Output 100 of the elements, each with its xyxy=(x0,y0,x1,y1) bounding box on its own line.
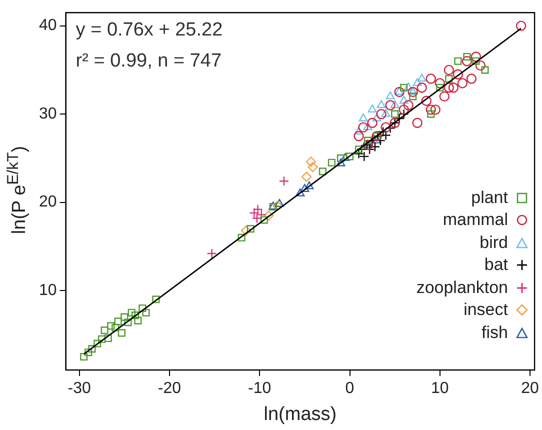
legend-label: bat xyxy=(484,255,508,276)
point xyxy=(131,312,139,320)
point xyxy=(306,156,316,167)
point xyxy=(376,100,386,108)
point xyxy=(436,84,444,92)
point xyxy=(363,122,372,130)
point xyxy=(516,20,526,31)
point xyxy=(380,130,391,140)
point xyxy=(466,74,477,84)
point xyxy=(142,308,150,316)
point xyxy=(152,296,160,304)
point xyxy=(385,100,396,110)
point xyxy=(100,326,108,334)
point xyxy=(481,66,489,74)
legend-label: plant xyxy=(471,188,508,208)
point xyxy=(404,82,413,90)
point xyxy=(452,69,464,80)
y-tick-label: 20 xyxy=(39,194,57,211)
point xyxy=(470,52,482,62)
point xyxy=(408,86,418,98)
y-tick-label: 10 xyxy=(39,282,57,299)
point xyxy=(394,113,404,124)
point xyxy=(114,318,122,326)
point xyxy=(112,324,120,332)
point xyxy=(394,86,404,95)
point xyxy=(264,210,274,221)
point xyxy=(390,100,400,108)
point xyxy=(94,340,102,348)
point xyxy=(336,158,346,166)
point xyxy=(427,110,435,118)
point xyxy=(399,96,408,104)
point xyxy=(426,74,436,84)
legend-label: bird xyxy=(480,232,508,253)
point xyxy=(240,225,252,236)
point xyxy=(439,91,450,102)
point xyxy=(434,78,445,88)
point xyxy=(372,113,382,122)
point xyxy=(346,152,354,160)
annotation: r² = 0.99, n = 747 xyxy=(76,50,222,72)
point xyxy=(386,91,395,100)
x-axis-title: ln(mass) xyxy=(264,404,337,425)
point xyxy=(206,248,217,259)
point xyxy=(354,131,364,142)
point xyxy=(412,118,422,128)
point xyxy=(98,335,106,343)
point xyxy=(363,140,372,148)
x-tick-label: 10 xyxy=(431,380,449,398)
point xyxy=(84,348,92,356)
point xyxy=(385,123,396,134)
point xyxy=(358,122,368,132)
point xyxy=(426,104,436,115)
x-tick-label: 0 xyxy=(345,380,354,398)
point xyxy=(454,57,462,65)
point xyxy=(364,136,372,144)
point xyxy=(448,82,459,93)
point xyxy=(118,329,126,337)
point xyxy=(318,168,326,176)
point xyxy=(463,52,471,61)
point xyxy=(104,334,112,342)
point xyxy=(246,225,254,233)
legend-label: insect xyxy=(464,300,508,320)
point xyxy=(380,122,391,132)
point xyxy=(400,84,408,92)
x-tick-label: -10 xyxy=(248,380,272,398)
point xyxy=(354,146,363,154)
legend-label: zooplankton xyxy=(416,278,508,298)
point xyxy=(107,322,115,330)
point xyxy=(340,153,350,162)
point xyxy=(444,82,454,93)
point xyxy=(417,74,426,82)
y-tick-label: 40 xyxy=(39,17,57,34)
point xyxy=(260,216,268,224)
point xyxy=(354,126,364,135)
point xyxy=(274,198,284,207)
point xyxy=(372,135,382,144)
point xyxy=(378,126,388,137)
point xyxy=(300,184,310,192)
point xyxy=(367,118,378,128)
x-tick-label: -20 xyxy=(158,380,182,398)
point xyxy=(394,86,404,98)
point xyxy=(475,60,486,71)
point xyxy=(80,352,88,361)
point xyxy=(272,200,283,211)
point xyxy=(416,82,427,93)
y-tick-label: 30 xyxy=(39,105,57,122)
point xyxy=(430,104,440,115)
point xyxy=(412,78,422,86)
point xyxy=(457,78,468,88)
x-tick-label: -30 xyxy=(68,380,91,398)
x-tick-label: 20 xyxy=(521,380,540,398)
point xyxy=(124,318,132,326)
legend-label: fish xyxy=(482,322,508,343)
legend-label: mammal xyxy=(442,210,508,230)
point xyxy=(403,100,414,110)
point xyxy=(134,316,142,324)
point xyxy=(138,304,146,312)
point xyxy=(472,57,480,65)
point xyxy=(328,158,336,166)
point xyxy=(238,234,246,242)
point xyxy=(278,176,290,186)
